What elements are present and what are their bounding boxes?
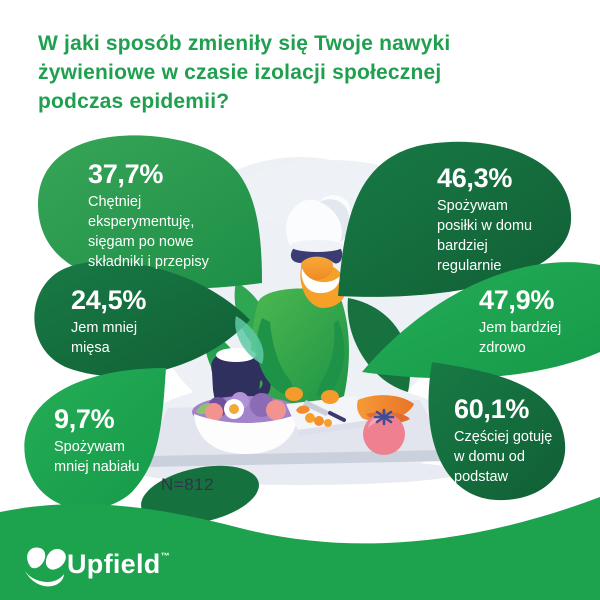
stat-bubbles bbox=[24, 135, 600, 510]
stat-label: Jem bardziej zdrowo bbox=[479, 320, 562, 357]
stat-regular-meals: 46,3% Spożywam posiłki w domu bardziej r… bbox=[437, 164, 587, 276]
stat-cook-from-scratch: 60,1% Częściej gotuję w domu od podstaw bbox=[454, 395, 584, 487]
page-title: W jaki sposób zmieniły się Twoje nawyki … bbox=[38, 32, 451, 113]
stat-less-dairy: 9,7% Spożywam mniej nabiału bbox=[54, 405, 204, 477]
blob-regular-meals bbox=[338, 141, 572, 297]
stat-value: 37,7% bbox=[88, 159, 164, 189]
blob-less-dairy bbox=[24, 368, 167, 510]
blob-eat-healthier bbox=[362, 262, 600, 379]
upfield-leaf-icon bbox=[25, 547, 66, 587]
tomato bbox=[363, 408, 405, 455]
brand-name: Upfield bbox=[67, 549, 161, 579]
stat-value: 60,1% bbox=[454, 394, 530, 424]
stat-less-meat: 24,5% Jem mniej mięsa bbox=[71, 286, 221, 358]
stat-label: Chętniej eksperymentuję, sięgam po nowe … bbox=[88, 194, 209, 271]
stat-value: 24,5% bbox=[71, 285, 147, 315]
salad-bowl bbox=[192, 392, 300, 454]
trademark-symbol: ™ bbox=[160, 551, 170, 561]
dark-leaf-accent bbox=[141, 465, 259, 525]
stat-value: 9,7% bbox=[54, 404, 115, 434]
stat-eat-healthier: 47,9% Jem bardziej zdrowo bbox=[479, 286, 599, 358]
stat-value: 46,3% bbox=[437, 163, 513, 193]
blob-experiment-more bbox=[38, 135, 262, 289]
cutting-board bbox=[286, 396, 371, 436]
stat-label: Spożywam posiłki w domu bardziej regular… bbox=[437, 198, 533, 275]
stat-label: Częściej gotuję w domu od podstaw bbox=[454, 429, 553, 486]
stat-label: Jem mniej mięsa bbox=[71, 320, 138, 357]
chef-figure bbox=[250, 195, 359, 407]
stat-experiment-more: 37,7% Chętniej eksperymentuję, sięgam po… bbox=[88, 160, 258, 272]
chef-arms bbox=[256, 318, 345, 404]
teal-leaf-accent bbox=[235, 316, 264, 364]
stat-label: Spożywam mniej nabiału bbox=[54, 439, 140, 476]
blob-cook-from-scratch bbox=[428, 362, 566, 501]
stat-value: 47,9% bbox=[479, 285, 555, 315]
kitchen-counter bbox=[138, 318, 462, 485]
footer-band bbox=[0, 497, 600, 600]
chef-hat bbox=[286, 195, 359, 252]
blob-less-meat bbox=[34, 261, 251, 377]
upfield-wordmark: Upfield™ bbox=[67, 549, 170, 580]
sample-size-note: N=812 bbox=[161, 475, 215, 494]
